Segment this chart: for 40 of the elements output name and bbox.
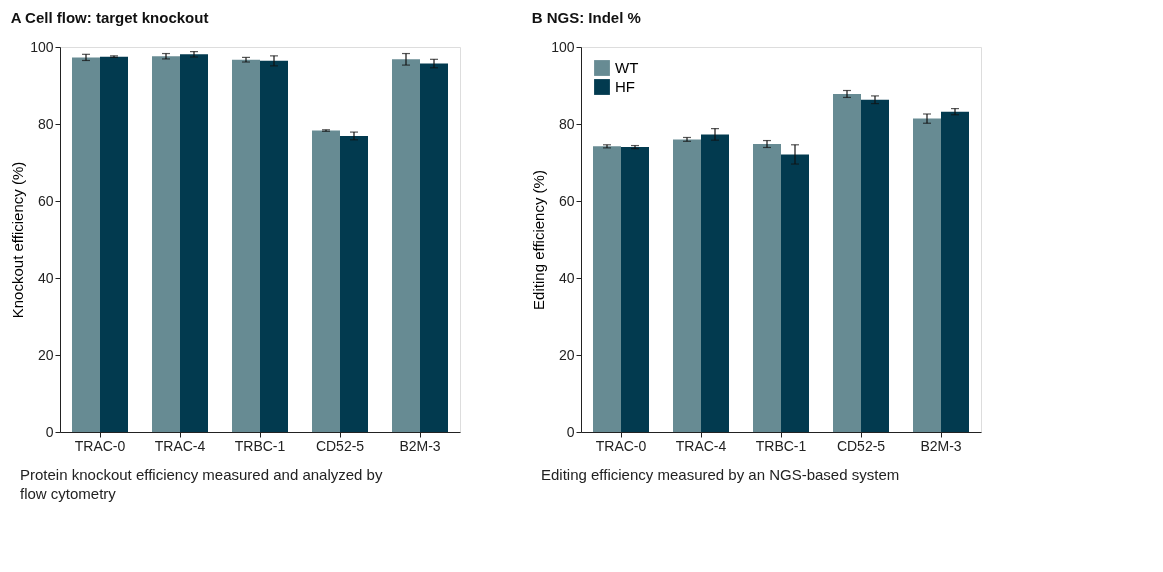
bar — [340, 135, 368, 432]
y-tick-label: 40 — [37, 269, 54, 286]
x-tick-label: TRAC-4 — [154, 437, 206, 454]
x-tick-label: TRAC-0 — [74, 437, 126, 454]
x-tick-label: CD52-5 — [315, 437, 365, 454]
y-tick-label: 20 — [37, 346, 54, 363]
y-tick-label: 80 — [558, 115, 575, 132]
bar — [72, 57, 100, 432]
bar — [420, 63, 448, 432]
legend-label: WT — [615, 59, 639, 76]
y-tick-label: 60 — [558, 192, 575, 209]
x-tick-label: TRAC-4 — [675, 437, 727, 454]
y-tick-label: 20 — [558, 346, 575, 363]
bar — [312, 130, 340, 432]
y-tick-label: 0 — [45, 423, 54, 440]
x-tick-label: B2M-3 — [399, 437, 441, 454]
bar — [100, 56, 128, 432]
chart-title: A Cell flow: target knockout — [10, 9, 209, 26]
y-tick-label: 100 — [551, 38, 575, 55]
chart-title: B NGS: Indel % — [531, 9, 641, 26]
y-tick-label: 0 — [566, 423, 575, 440]
text: Editing efficiency measured by an NGS-based system — [541, 466, 900, 483]
y-axis-title: Knockout efficiency (%) — [9, 161, 27, 319]
text: Protein knockout efficiency measured and analyzed by flow cytometry — [20, 466, 383, 502]
x-tick-label: B2M-3 — [920, 437, 962, 454]
y-tick-label: 60 — [37, 192, 54, 209]
bar — [232, 59, 260, 432]
x-tick-label: TRBC-1 — [755, 437, 807, 454]
x-tick-label: TRBC-1 — [234, 437, 286, 454]
y-tick-label: 80 — [37, 115, 54, 132]
bar — [152, 56, 180, 432]
y-tick-label: 40 — [558, 269, 575, 286]
y-axis-title: Editing efficiency (%) — [530, 170, 548, 310]
bar — [260, 60, 288, 432]
legend-label: HF — [615, 78, 635, 95]
bar — [392, 59, 420, 432]
bar — [180, 54, 208, 432]
x-tick-label: TRAC-0 — [595, 437, 647, 454]
y-tick-label: 100 — [30, 38, 54, 55]
x-tick-label: CD52-5 — [836, 437, 886, 454]
